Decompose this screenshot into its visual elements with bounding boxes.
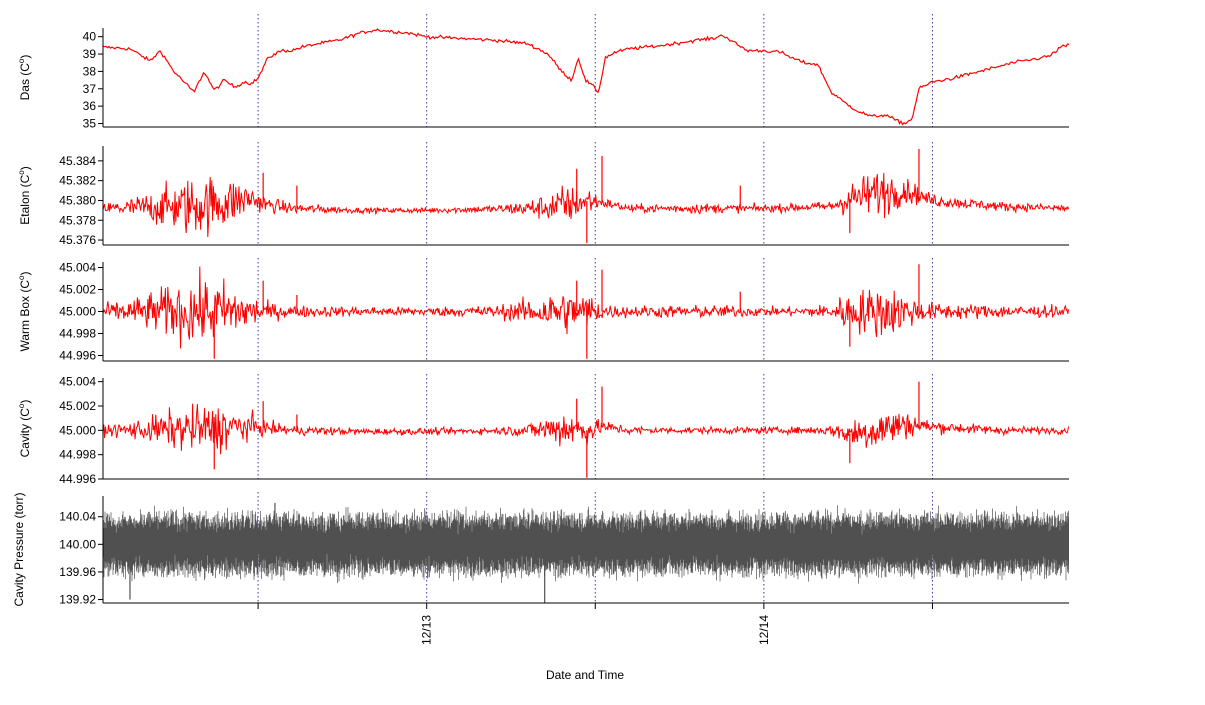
y-tick-label: 139.96 [59,565,96,579]
y-axis-label: Etalon (Co) [17,166,32,224]
y-tick-label: 45.000 [59,423,96,437]
y-axis-label: Cavity Pressure (torr) [12,492,26,606]
panel-das: 35 36 37 38 39 40 Das (Co) [17,14,1069,131]
series-line [103,505,1069,584]
y-tick-label: 44.998 [59,448,96,462]
y-tick-label: 38 [83,64,97,78]
y-tick-label: 40 [83,30,97,44]
y-tick-label: 139.92 [59,593,96,607]
y-tick-label: 45.380 [59,193,96,207]
y-axis-label: Warm Box (Co) [17,271,32,351]
y-tick-label: 45.382 [59,174,96,188]
y-tick-label: 45.002 [59,283,96,297]
y-tick-label: 45.004 [59,261,96,275]
y-tick-label: 140.04 [59,510,96,524]
y-tick-label: 45.004 [59,375,96,389]
y-tick-label: 44.998 [59,327,96,341]
y-tick-label: 45.002 [59,399,96,413]
series-line [103,28,1069,126]
series-line [103,172,1069,238]
x-axis: 12/13 12/14 [257,603,933,645]
y-tick-label: 44.996 [59,472,96,486]
x-tick-label: 12/14 [757,615,771,645]
series-line [103,266,1069,349]
x-tick-label: 12/13 [420,615,434,645]
panel-cavity: 44.996 44.998 45.000 45.002 45.004 Cavity (Co… [17,374,1069,486]
y-tick-label: 36 [83,99,97,113]
y-tick-label: 45.376 [59,233,96,247]
y-tick-label: 37 [83,82,97,96]
y-axis-label: Das (Co) [17,55,32,101]
panel-pressure: 139.92 139.96 140.00 140.04 Cavity Pressure … [12,492,1069,607]
panel-etalon: 45.376 45.378 45.380 45.382 45.384 Etalon (Co… [17,142,1069,247]
y-tick-label: 44.996 [59,349,96,363]
x-axis-label: Date and Time [546,668,624,682]
y-tick-label: 45.384 [59,154,96,168]
y-tick-label: 39 [83,47,97,61]
y-tick-label: 45.000 [59,305,96,319]
series-line [103,403,1069,455]
y-axis-label: Cavity (Co) [17,400,32,458]
y-tick-label: 35 [83,117,97,131]
y-tick-label: 140.00 [59,537,96,551]
y-tick-label: 45.378 [59,213,96,227]
panel-warmbox: 44.996 44.998 45.000 45.002 45.004 Warm Box (… [17,258,1069,363]
